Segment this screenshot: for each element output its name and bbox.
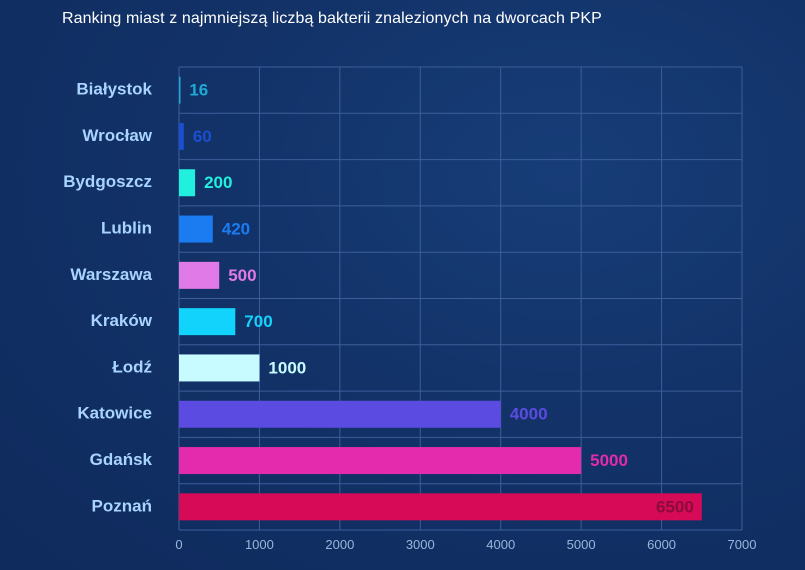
category-label: Wrocław [82, 126, 152, 145]
bar-layer [179, 76, 702, 521]
value-label: 500 [228, 266, 256, 285]
value-label: 60 [193, 127, 212, 146]
bar [179, 261, 220, 289]
bar [179, 76, 181, 104]
x-tick-label: 0 [175, 537, 182, 552]
x-tick-label: 5000 [567, 537, 596, 552]
category-label: Gdańsk [90, 450, 153, 469]
label-layer: Białystok 16 Wrocław 60 Bydgoszcz 200 Lublin 42… [63, 80, 694, 517]
bar [179, 447, 582, 475]
bar [179, 354, 260, 382]
value-label: 200 [204, 173, 232, 192]
chart-title: Ranking miast z najmniejszą liczbą bakte… [62, 10, 602, 27]
value-label: 1000 [268, 358, 306, 377]
x-tick-label: 2000 [325, 537, 354, 552]
value-label: 16 [189, 81, 208, 100]
category-label: Kraków [91, 311, 153, 330]
bar [179, 169, 196, 197]
value-label: 700 [244, 312, 272, 331]
bar [179, 122, 184, 150]
bar [179, 493, 702, 521]
category-label: Warszawa [70, 265, 152, 284]
x-tick-label: 6000 [647, 537, 676, 552]
value-label: 4000 [510, 405, 548, 424]
x-tick-label: 7000 [728, 537, 757, 552]
x-tick-label: 4000 [486, 537, 515, 552]
category-label: Białystok [76, 80, 152, 99]
bar [179, 400, 501, 428]
x-tick-label: 1000 [245, 537, 274, 552]
x-tick-label: 3000 [406, 537, 435, 552]
value-label: 420 [222, 220, 250, 239]
value-label: 5000 [590, 451, 628, 470]
bar [179, 308, 236, 336]
category-label: Łodź [112, 357, 152, 376]
tick-layer: 0 1000 2000 3000 4000 5000 6000 7000 [175, 537, 756, 552]
value-label: 6500 [656, 497, 694, 516]
category-label: Poznań [92, 496, 152, 515]
grid-layer [178, 66, 743, 531]
category-label: Katowice [77, 404, 152, 423]
category-label: Bydgoszcz [63, 172, 152, 191]
category-label: Lublin [101, 219, 152, 238]
bar [179, 215, 213, 243]
